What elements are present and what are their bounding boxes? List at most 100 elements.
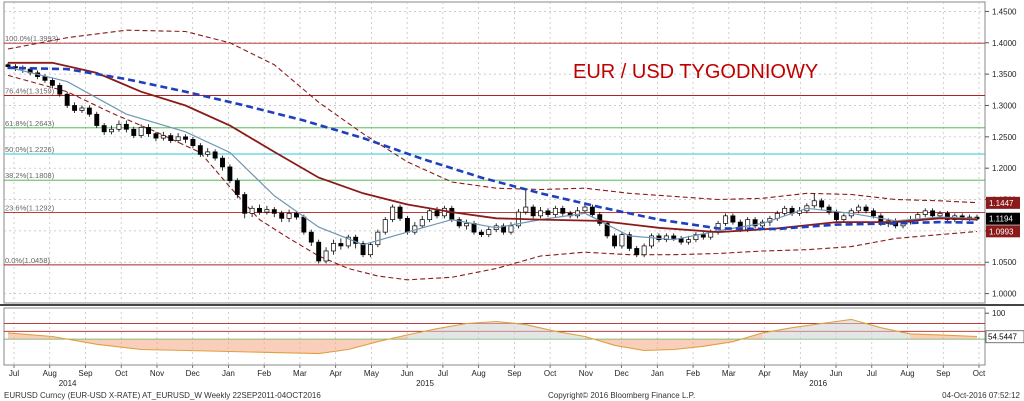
candle-body	[560, 207, 566, 214]
candle-body	[397, 206, 403, 219]
candle-body	[944, 212, 950, 220]
candle-body	[49, 80, 55, 86]
candle-body	[456, 219, 462, 227]
month-label: Mar	[293, 369, 307, 378]
candle-body	[257, 207, 262, 213]
month-label: Aug	[900, 369, 914, 378]
candle-body	[589, 206, 595, 215]
osc-fill	[229, 339, 275, 353]
candle-body	[811, 200, 817, 207]
candle-body	[72, 105, 78, 111]
candle-body	[294, 212, 299, 218]
candle-body	[168, 135, 174, 141]
candle-body	[57, 85, 63, 95]
candle-body	[619, 234, 625, 247]
fibonacci-levels: 100.0%(1.3993) 76.4%(1.3159) 61.8%(1.2643)…	[4, 34, 985, 266]
osc-fill	[792, 323, 822, 340]
candle-body	[205, 151, 211, 155]
candle-body	[220, 157, 225, 168]
candle-body	[227, 166, 233, 182]
year-label: 2014	[59, 379, 77, 388]
fib-level-label: 38.2%(1.1808)	[5, 171, 55, 180]
candle-body	[538, 210, 544, 217]
candle-body	[700, 234, 706, 238]
osc-fill	[821, 319, 852, 340]
candle-body	[686, 239, 691, 243]
osc-tag-bg	[985, 330, 1024, 344]
osc-fill	[555, 331, 585, 340]
moving-average-line	[7, 66, 978, 246]
y-tick-label: 1.4000	[992, 39, 1017, 48]
bollinger-upper	[7, 29, 978, 204]
candle-body	[360, 243, 366, 256]
candle-body	[123, 123, 129, 130]
osc-fill	[407, 328, 438, 340]
candle-body	[626, 234, 632, 249]
price-tag-label: 1.1447	[989, 199, 1014, 208]
candle-body	[94, 113, 100, 126]
candle-body	[79, 107, 85, 111]
month-label: Sep	[936, 369, 951, 378]
price-tag-label: 1.1194	[989, 215, 1013, 224]
candle-body	[197, 145, 203, 155]
candle-body	[826, 206, 832, 213]
candle-body	[331, 243, 336, 252]
candle-body	[427, 210, 433, 220]
candle-body	[153, 133, 159, 139]
month-label: Jan	[222, 369, 235, 378]
osc-fill	[940, 334, 977, 340]
month-label: Jul	[9, 369, 19, 378]
osc-fill	[96, 339, 142, 350]
candle-body	[545, 210, 551, 215]
month-label: Nov	[579, 369, 593, 378]
candle-body	[116, 123, 122, 130]
oscillator-panel: 1005054.5447	[4, 309, 1024, 355]
month-label: Dec	[614, 369, 628, 378]
candle-body	[375, 231, 381, 246]
osc-fill	[614, 339, 645, 351]
candle-body	[279, 212, 285, 219]
y-tick-label: 1.3000	[992, 101, 1017, 110]
candle-body	[138, 127, 144, 136]
candle-body	[819, 200, 825, 208]
candle-body	[160, 135, 166, 139]
candle-body	[404, 217, 410, 233]
candle-body	[175, 136, 181, 141]
month-label: Nov	[150, 369, 164, 378]
candle-body	[634, 248, 640, 256]
osc-fill	[466, 321, 497, 340]
y-tick-label: 1.0000	[992, 290, 1017, 299]
footer: EURUSD Curncy (EUR-USD X-RATE) AT_EURUSD…	[4, 391, 1021, 400]
month-label: May	[364, 369, 379, 378]
chart-title: EUR / USD TYGODNIOWY	[573, 61, 818, 83]
candle-body	[234, 180, 240, 195]
price-tag-bg	[986, 212, 1020, 225]
month-label: Sep	[78, 369, 93, 378]
osc-tick-label: 100	[992, 309, 1006, 318]
candle-body	[841, 215, 847, 220]
y-tick-label: 1.2000	[992, 164, 1017, 173]
osc-fill	[880, 327, 911, 340]
candle-body	[323, 250, 329, 262]
candle-body	[286, 212, 292, 219]
month-label: Sep	[507, 369, 522, 378]
osc-fill	[8, 332, 53, 340]
time-axis: Jul Aug Sep Oct Nov Dec Jan Feb Mar Apr May Jun Jul A…	[9, 365, 986, 388]
price-tag-label: 1.0993	[989, 227, 1014, 236]
fib-level-label: 61.8%(1.2643)	[5, 119, 55, 128]
osc-tag-label: 54.5447	[988, 333, 1017, 342]
moving-average-line	[7, 66, 978, 231]
month-label: Feb	[257, 369, 271, 378]
grid-lines	[0, 1, 1024, 366]
candle-body	[146, 127, 151, 135]
osc-fill	[185, 339, 230, 352]
candle-body	[471, 223, 477, 233]
osc-line	[7, 318, 978, 355]
candle-body	[930, 210, 936, 217]
candle-body	[597, 214, 603, 224]
candle-body	[856, 206, 862, 212]
candle-body	[434, 210, 440, 217]
year-label: 2015	[416, 379, 434, 388]
price-tag-bg	[986, 196, 1020, 209]
candle-body	[441, 207, 447, 217]
